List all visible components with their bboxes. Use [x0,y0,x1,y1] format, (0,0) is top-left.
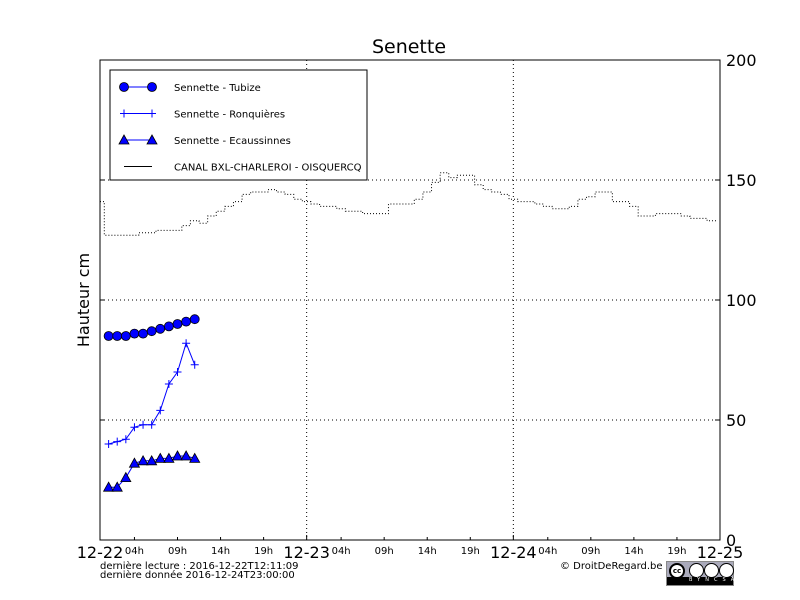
x-tick-label: 19h [461,546,480,557]
x-tick-label: 12-25 [697,543,744,562]
circle-marker [147,82,157,92]
x-tick-label: 12-24 [490,543,537,562]
plus-marker [173,368,182,376]
legend-label: Sennette - Ecaussinnes [174,136,291,147]
x-tick-label: 09h [375,546,394,557]
series-0 [103,314,200,341]
circle-marker [138,328,148,339]
plus-marker [156,406,165,415]
circle-marker [129,328,140,339]
x-tick-label: 14h [211,546,230,557]
y-tick-label: 50 [726,411,746,430]
triangle-marker [128,457,141,468]
series-2 [102,450,201,492]
triangle-marker [154,452,166,463]
triangle-marker [163,452,175,463]
cc-license-badge[interactable]: cc BYNCSA [666,561,734,586]
series-3 [100,172,717,236]
circle-marker [112,331,123,341]
circle-marker [181,316,192,327]
triangle-marker [171,450,184,461]
circle-marker [155,323,166,334]
circle-marker [119,82,129,92]
x-tick-label: 19h [254,546,273,557]
x-tick-label: 19h [667,546,686,557]
triangle-marker [145,454,158,466]
series-1 [104,339,199,448]
legend-label: Sennette - Ronquières [174,109,285,121]
x-tick-label: 09h [168,546,187,557]
triangle-marker [137,454,149,466]
y-axis-label: Hauteur cm [74,253,93,347]
triangle-marker [189,452,201,463]
plus-marker [190,360,199,369]
sa-icon [719,563,734,578]
x-tick-label: 14h [624,546,643,557]
series-line [108,341,196,445]
last-data-text: dernière donnée 2016-12-24T23:00:00 [100,570,295,581]
x-tick-label: 04h [332,546,351,557]
legend: Sennette - Tubize Sennette - Ronquières Se… [109,69,368,181]
last-read-text: dernière lecture : 2016-12-22T12:11:09 [100,561,299,572]
legend-label: Sennette - Tubize [174,83,261,94]
triangle-marker [118,134,130,145]
triangle-marker [111,481,123,492]
triangle-marker [146,134,158,145]
plus-marker [164,380,173,388]
circle-marker [103,331,114,341]
canal-level-line [100,172,717,236]
circle-marker [146,326,157,337]
triangle-marker [120,471,132,483]
plus-marker [104,440,113,448]
plus-marker [182,339,191,348]
plus-marker [113,437,122,446]
x-tick-label: 12-22 [77,543,124,562]
x-tick-label: 12-23 [283,543,330,562]
plus-marker [130,423,139,432]
cc-icon: cc [669,563,685,579]
triangle-marker [180,450,192,461]
legend-label: CANAL BXL-CHARLEROI - OISQUERCQ [174,163,362,174]
circle-marker [189,314,200,325]
nc-icon [704,563,719,578]
by-icon [689,563,704,578]
y-tick-label: 150 [726,171,757,190]
y-tick-label: 200 [726,51,757,70]
y-tick-label: 100 [726,291,757,310]
copyright-text: © DroitDeRegard.be [560,561,663,572]
x-tick-label: 04h [538,546,557,557]
plus-marker [121,435,130,444]
circle-marker [172,319,183,329]
plus-marker [148,109,156,118]
plus-marker [139,420,148,429]
x-tick-label: 04h [125,546,144,557]
chart-title: Senette [372,36,446,58]
plus-marker [147,420,156,429]
circle-marker [163,321,174,332]
plus-marker [120,109,128,118]
x-tick-label: 14h [418,546,437,557]
y-tick-label: 0 [726,531,736,550]
x-tick-label: 09h [581,546,600,557]
triangle-marker [102,481,115,492]
circle-marker [120,331,131,341]
